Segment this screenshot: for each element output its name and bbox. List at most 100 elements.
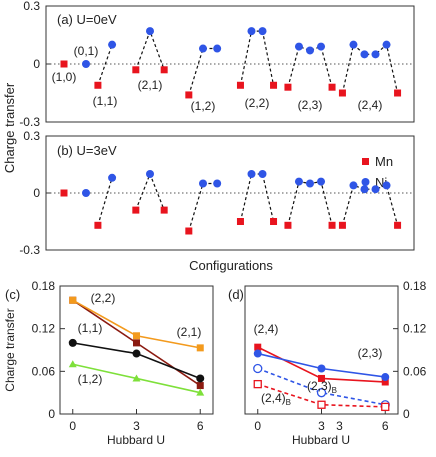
d-series-point (381, 378, 389, 386)
b-point-ni (247, 170, 256, 178)
d-series-label: (2,3) (358, 346, 383, 360)
b-point-ni (294, 177, 303, 186)
b-ytick-label: 0.3 (23, 129, 40, 143)
c-series-point (196, 388, 205, 396)
ylabel-c: Charge transfer (3, 308, 17, 391)
a-point-mn (284, 83, 292, 91)
b-point-mn (328, 221, 336, 229)
c-xtick-label: 6 (197, 419, 204, 433)
a-config-label: (2,3) (298, 98, 323, 112)
d-xtick-label: 0 (254, 419, 261, 433)
a-point-mn (185, 91, 193, 99)
d-series-point (381, 402, 390, 412)
d-series-label: (2,3)B (307, 379, 337, 395)
a-point-mn (328, 83, 336, 91)
panel-a-label: (a) U=0eV (57, 12, 117, 27)
c-ytick-label: 0.18 (32, 279, 56, 293)
a-point-mn (160, 66, 168, 74)
a-point-ni (349, 40, 358, 49)
b-point-ni (306, 179, 314, 188)
a-ytick-label: -0.3 (19, 115, 40, 129)
panel-d-plot: 0 0.06 0.12 0.18 0 3 6 3 (2,4) (2,3) (2,3)B (2,4)B (253, 279, 427, 433)
a-group-connector (239, 30, 275, 86)
b-point-ni (317, 177, 326, 186)
c-ytick-label: 0.12 (32, 322, 56, 336)
b-point-mn (160, 206, 168, 214)
b-group-connector (239, 173, 275, 222)
b-ytick-label: -0.3 (19, 243, 40, 257)
d-series-point (381, 373, 390, 382)
d-ytick-label: 0 (403, 407, 410, 421)
a-point-ni (382, 40, 391, 49)
a-point-ni (108, 40, 117, 49)
d-series-point (254, 343, 262, 351)
b-group-connector (135, 172, 165, 211)
a-point-ni (199, 44, 207, 53)
d-series-line (257, 383, 386, 408)
b-point-ni (349, 181, 358, 190)
d-ytick-label: 0.18 (403, 279, 427, 293)
d-series-point (317, 364, 326, 373)
panel-a-plot: -0.3 0 0.3 (1,0) (0,1) (1,1) (2,1) (1,2) (2,2) (2… (19, 0, 414, 129)
a-point-mn (94, 81, 102, 89)
b-point-ni (371, 185, 380, 194)
b-point-mn (132, 206, 140, 214)
a-group-connector (341, 43, 399, 94)
xlabel-d: Hubbard U (292, 433, 350, 447)
d-ytick-label: 0.12 (403, 322, 427, 336)
d-ytick-label: 0.06 (403, 364, 427, 378)
xlabel-c: Hubbard U (107, 433, 165, 447)
legend-mn-label: Mn (375, 154, 393, 169)
a-point-ni (360, 50, 369, 59)
a-group-connector (287, 45, 333, 88)
c-ytick-label: 0.06 (32, 364, 56, 378)
a-point-ni (258, 27, 267, 36)
a-config-label: (2,1) (138, 78, 163, 92)
c-series-point (132, 374, 141, 382)
a-config-label: (2,4) (358, 98, 383, 112)
b-point-mn (236, 218, 244, 225)
d-xtick-label-extra: 3 (336, 419, 343, 433)
c-series-label: (2,2) (91, 291, 116, 305)
b-group-connector (287, 180, 333, 226)
c-xtick-label: 0 (69, 419, 76, 433)
c-xtick-label: 3 (133, 419, 140, 433)
c-series-label: (1,2) (78, 372, 103, 386)
a-point-ni (146, 27, 154, 36)
b-point-ni (360, 185, 369, 194)
b-point-mn (94, 221, 102, 229)
d-series-point (253, 379, 262, 389)
a-ytick-label: 0 (33, 57, 40, 71)
b-point-ni (82, 189, 90, 197)
c-series-point (133, 332, 140, 340)
b-group-connector (341, 184, 399, 226)
d-series-point (318, 374, 325, 382)
ylabel-top: Charge transfer (2, 82, 17, 173)
d-xtick-label: 3 (318, 419, 325, 433)
c-ytick-label: 0 (48, 407, 55, 421)
a-point-mn (338, 89, 346, 97)
panel-c-plot: 0 0.06 0.12 0.18 0 3 6 (2,2) (2,1) (1,1) (1,2) (32, 279, 205, 433)
c-series-label: (2,1) (177, 325, 202, 339)
panel-d-label: (d) (228, 287, 244, 302)
a-point-ni (213, 44, 222, 53)
d-series-label-sub: B (286, 398, 291, 407)
a-point-ni (247, 27, 256, 36)
legend-mn-marker (362, 158, 369, 165)
b-ytick-label: 0 (33, 186, 40, 200)
c-series-point (196, 374, 205, 383)
a-config-label: (0,1) (74, 44, 99, 58)
d-series-point (253, 363, 263, 374)
a-point-mn (60, 60, 68, 68)
panel-c-label: (c) (5, 287, 20, 302)
b-point-mn (394, 221, 402, 229)
xlabel-configurations: Configurations (189, 258, 273, 273)
a-config-label: (2,2) (245, 96, 270, 110)
a-config-label: (1,1) (93, 94, 118, 108)
c-series-point (132, 349, 141, 358)
a-point-ni (371, 50, 380, 59)
d-series-point (253, 349, 262, 358)
a-group-connector (188, 47, 218, 96)
b-point-mn (338, 221, 346, 229)
